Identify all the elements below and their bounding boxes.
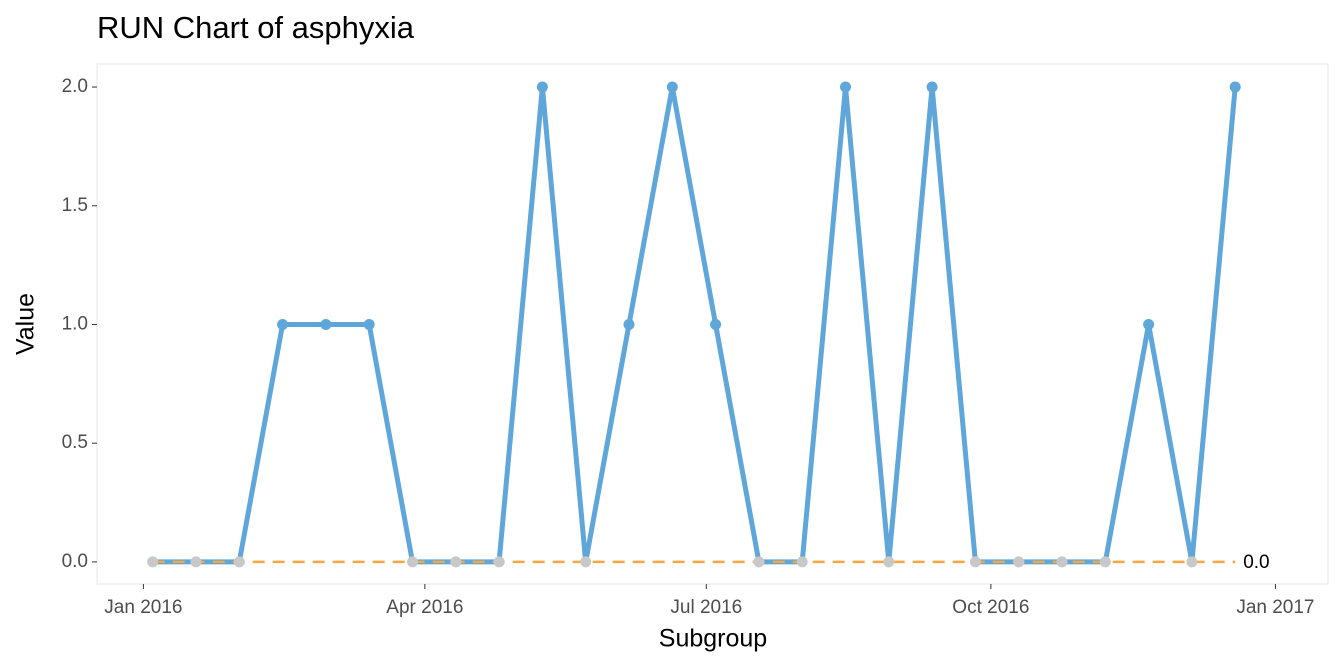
point xyxy=(363,318,375,330)
point xyxy=(450,556,462,568)
point xyxy=(753,556,765,568)
y-tick-label: 2.0 xyxy=(62,76,88,97)
point xyxy=(839,81,851,93)
point xyxy=(666,81,678,93)
point xyxy=(1013,556,1025,568)
x-tick-label: Jan 2016 xyxy=(104,597,182,618)
y-tick-label: 1.0 xyxy=(62,313,88,334)
point xyxy=(710,318,722,330)
point xyxy=(147,556,159,568)
point xyxy=(1186,556,1198,568)
point xyxy=(796,556,808,568)
y-axis-title: Value xyxy=(12,293,40,355)
y-tick-label: 0.0 xyxy=(62,551,88,572)
x-tick-label: Apr 2016 xyxy=(386,597,463,618)
point xyxy=(1099,556,1111,568)
point xyxy=(190,556,202,568)
x-tick-label: Jan 2017 xyxy=(1236,597,1314,618)
y-tick-label: 1.5 xyxy=(62,195,88,216)
y-tick-label: 0.5 xyxy=(62,432,88,453)
point xyxy=(1229,81,1241,93)
x-tick-label: Jul 2016 xyxy=(670,597,742,618)
point xyxy=(233,556,245,568)
point xyxy=(536,81,548,93)
point xyxy=(493,556,505,568)
point xyxy=(623,318,635,330)
median-label: 0.0 xyxy=(1243,552,1269,573)
x-tick-label: Oct 2016 xyxy=(952,597,1029,618)
point xyxy=(320,318,332,330)
chart-title: RUN Chart of asphyxia xyxy=(97,10,415,45)
point xyxy=(277,318,289,330)
point xyxy=(406,556,418,568)
point xyxy=(1143,318,1155,330)
point xyxy=(1056,556,1068,568)
x-axis-title: Subgroup xyxy=(659,625,767,653)
point xyxy=(883,556,895,568)
point xyxy=(969,556,981,568)
point xyxy=(926,81,938,93)
point xyxy=(580,556,592,568)
